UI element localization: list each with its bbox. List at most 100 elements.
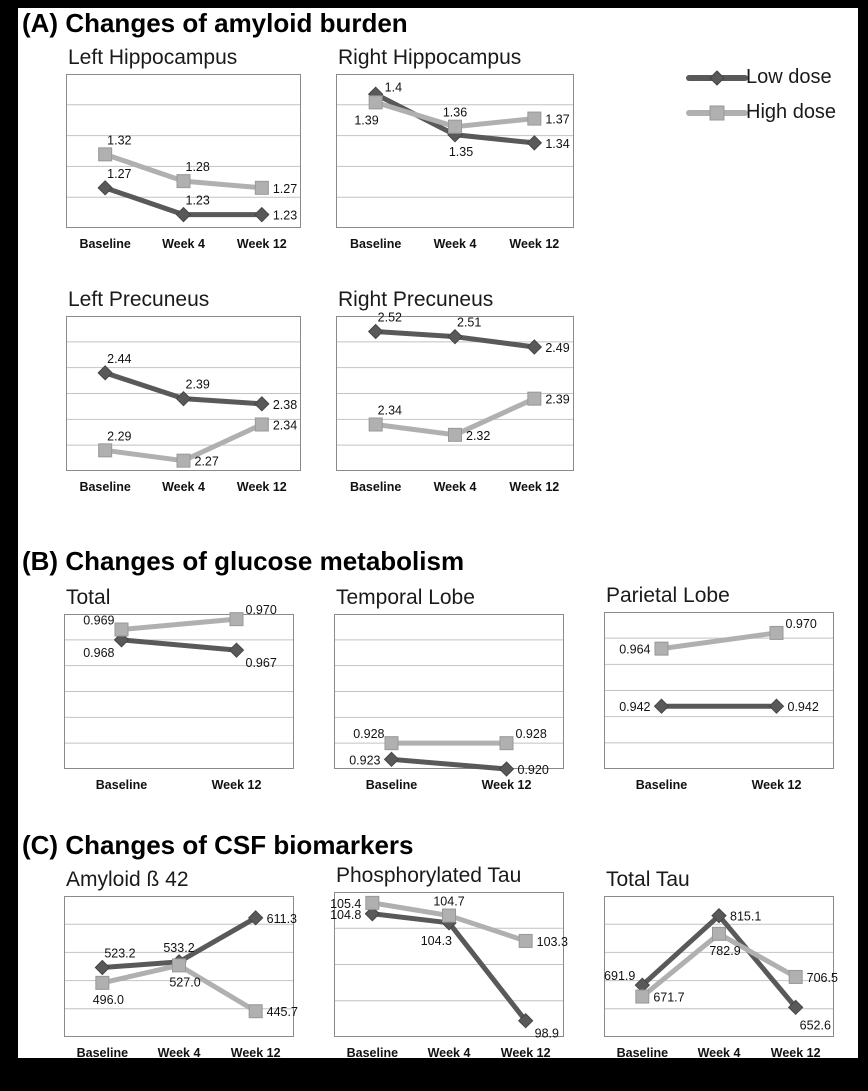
scan-border-right [858, 0, 868, 1091]
data-labels: 0.942 0.942 0.964 0.970 [619, 617, 819, 714]
svg-text:1.39: 1.39 [354, 113, 378, 127]
svg-text:1.34: 1.34 [545, 137, 569, 151]
temporal-lobe-plot: 0.923 0.920 0.928 0.928 Baseline Week 12 [334, 614, 564, 792]
chart-amyloid-beta-42: Amyloid ß 42 523.2 533.2 611.3 496.0 527.0 44… [64, 868, 352, 1065]
svg-text:Baseline: Baseline [96, 778, 147, 792]
diamond-marker [447, 328, 463, 345]
svg-text:611.3: 611.3 [267, 912, 297, 926]
svg-text:0.968: 0.968 [83, 646, 114, 660]
data-labels: 2.44 2.39 2.38 2.29 2.27 2.34 [107, 352, 297, 469]
total-tau-plot: 691.9 815.1 652.6 671.7 782.9 706.5 Baseline We… [604, 896, 838, 1060]
data-labels: 1.27 1.23 1.23 1.32 1.28 1.27 [107, 133, 297, 222]
chart-title-phosphorylated-tau: Phosphorylated Tau [336, 864, 522, 887]
svg-text:1.37: 1.37 [545, 113, 569, 127]
svg-text:104.3: 104.3 [421, 934, 452, 948]
svg-text:671.7: 671.7 [653, 991, 684, 1005]
high-dose-marker-icon [686, 105, 748, 120]
square-marker [769, 625, 784, 640]
svg-text:Week 12: Week 12 [509, 480, 559, 494]
chart-right-hippocampus: Right Hippocampus 1.4 1.35 1.34 1.39 1.36 1.3… [336, 46, 632, 256]
svg-text:445.7: 445.7 [267, 1005, 298, 1019]
data-labels: 691.9 815.1 652.6 671.7 782.9 706.5 [604, 910, 838, 1033]
diamond-marker [175, 206, 192, 223]
svg-text:Baseline: Baseline [77, 1046, 128, 1060]
chart-title-total: Total [66, 586, 111, 609]
svg-text:0.942: 0.942 [788, 700, 819, 714]
svg-text:652.6: 652.6 [800, 1018, 831, 1032]
diamond-marker [364, 906, 381, 922]
square-marker [527, 111, 542, 126]
diamond-marker [498, 761, 515, 777]
svg-text:Week 12: Week 12 [231, 1046, 281, 1060]
svg-text:2.39: 2.39 [545, 393, 569, 407]
svg-text:0.942: 0.942 [619, 700, 650, 714]
low-dose-series [364, 906, 534, 1029]
svg-text:2.52: 2.52 [378, 311, 402, 325]
diamond-marker [711, 907, 727, 924]
svg-text:Week 4: Week 4 [428, 1046, 471, 1060]
square-marker [384, 736, 399, 751]
svg-text:Baseline: Baseline [617, 1046, 668, 1060]
svg-text:2.34: 2.34 [273, 419, 297, 433]
legend: Low dose High dose [686, 66, 836, 124]
high-dose-series [654, 625, 784, 656]
svg-text:0.920: 0.920 [518, 763, 549, 777]
chart-title-right-precuneus: Right Precuneus [338, 288, 494, 311]
diamond-marker [247, 910, 264, 926]
svg-text:Week 12: Week 12 [771, 1046, 821, 1060]
svg-text:Week 12: Week 12 [752, 778, 802, 792]
square-marker [654, 641, 669, 656]
svg-text:0.967: 0.967 [246, 656, 277, 670]
svg-text:Week 4: Week 4 [698, 1046, 741, 1060]
square-marker [448, 119, 462, 134]
square-marker [98, 147, 113, 162]
phosphorylated-tau-plot: 104.8 104.3 98.9 105.4 104.7 103.3 Baseline Wee… [330, 892, 568, 1060]
svg-text:496.0: 496.0 [93, 993, 124, 1007]
svg-text:Week 4: Week 4 [162, 480, 205, 494]
diamond-marker [228, 642, 245, 658]
svg-text:Week 4: Week 4 [162, 237, 205, 251]
svg-text:Week 12: Week 12 [501, 1046, 551, 1060]
high-dose-series [365, 895, 533, 948]
svg-text:2.51: 2.51 [457, 316, 481, 330]
high-dose-series [95, 958, 263, 1019]
svg-text:Baseline: Baseline [79, 480, 130, 494]
square-marker [95, 975, 110, 990]
data-labels: 104.8 104.3 98.9 105.4 104.7 103.3 [330, 895, 568, 1041]
svg-text:98.9: 98.9 [535, 1027, 559, 1041]
svg-text:Baseline: Baseline [350, 480, 401, 494]
diamond-marker [254, 396, 270, 412]
diamond-marker [517, 1012, 534, 1029]
square-marker [365, 895, 380, 910]
square-marker [176, 174, 191, 189]
chart-right-precuneus: Right Precuneus 2.52 2.51 2.49 2.34 2.32 2.39… [336, 288, 632, 499]
diamond-marker [526, 339, 543, 355]
x-axis-labels: Baseline Week 4 Week 12 [350, 237, 559, 251]
scan-border-bottom [0, 1058, 868, 1091]
svg-text:2.38: 2.38 [273, 398, 297, 412]
chart-phosphorylated-tau: Phosphorylated Tau 104.8 104.3 98.9 105.4 10… [330, 864, 622, 1065]
svg-text:103.3: 103.3 [537, 935, 568, 949]
svg-text:2.39: 2.39 [186, 378, 210, 392]
chart-title-total-tau: Total Tau [606, 868, 690, 891]
square-marker [254, 417, 269, 432]
x-axis-labels: Baseline Week 4 Week 12 [617, 1046, 821, 1060]
data-labels: 0.968 0.967 0.969 0.970 [83, 603, 277, 670]
high-dose-series [98, 147, 269, 195]
svg-text:105.4: 105.4 [330, 897, 361, 911]
diamond-marker [383, 751, 400, 768]
left-precuneus-plot: 2.44 2.39 2.38 2.29 2.27 2.34 Baseline Week 4 We… [66, 316, 301, 494]
svg-text:Baseline: Baseline [79, 237, 130, 251]
x-axis-labels: Baseline Week 12 [366, 778, 532, 792]
chart-left-hippocampus: Left Hippocampus 1.27 1.23 1.23 1.32 1.28 1.2… [66, 46, 359, 256]
amyloid-beta-42-plot: 523.2 533.2 611.3 496.0 527.0 445.7 Baseline We… [64, 896, 298, 1060]
gridlines [67, 104, 300, 198]
data-labels: 0.923 0.920 0.928 0.928 [349, 727, 549, 777]
gridlines [65, 639, 293, 744]
diamond-marker [787, 999, 804, 1016]
svg-text:Baseline: Baseline [366, 778, 417, 792]
square-marker [98, 443, 113, 458]
low-dose-series [383, 751, 515, 777]
svg-text:0.923: 0.923 [349, 753, 380, 767]
high-dose-series [635, 926, 803, 1004]
